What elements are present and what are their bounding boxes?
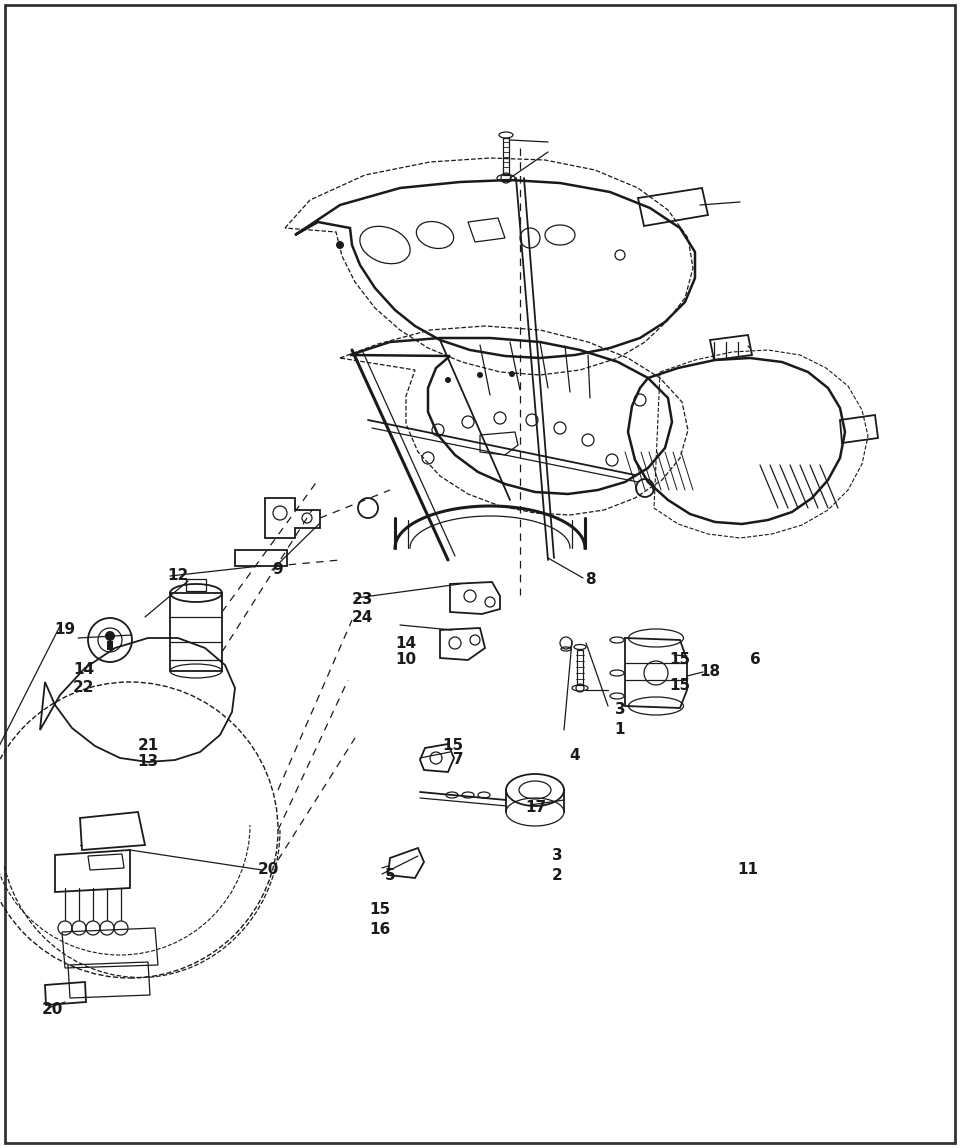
Text: 7: 7 (453, 752, 464, 768)
Text: 2: 2 (552, 868, 563, 883)
Text: 3: 3 (614, 703, 625, 718)
Text: 22: 22 (73, 680, 95, 695)
Text: 23: 23 (351, 592, 372, 607)
Text: 14: 14 (73, 662, 95, 677)
Text: 21: 21 (137, 737, 158, 752)
Text: 3: 3 (552, 847, 563, 862)
Text: 13: 13 (137, 754, 158, 769)
Text: 15: 15 (669, 677, 690, 692)
Circle shape (509, 371, 515, 377)
Text: 8: 8 (585, 573, 595, 588)
Text: 24: 24 (351, 610, 372, 625)
Text: 6: 6 (750, 652, 760, 667)
Circle shape (336, 241, 344, 249)
Text: 15: 15 (370, 902, 391, 917)
Text: 15: 15 (443, 737, 464, 752)
Text: 18: 18 (700, 665, 721, 680)
Text: 11: 11 (737, 862, 758, 877)
Text: 4: 4 (569, 747, 580, 762)
Text: 12: 12 (167, 567, 188, 582)
Text: 15: 15 (669, 652, 690, 667)
Circle shape (445, 377, 451, 383)
Text: 19: 19 (55, 622, 76, 637)
Text: 9: 9 (273, 563, 283, 577)
Text: 10: 10 (396, 652, 417, 667)
Text: 16: 16 (370, 923, 391, 938)
Text: 14: 14 (396, 636, 417, 651)
Text: 17: 17 (525, 800, 546, 815)
Text: 20: 20 (41, 1002, 62, 1017)
Circle shape (477, 372, 483, 378)
Text: 5: 5 (385, 868, 396, 883)
Circle shape (105, 631, 115, 641)
Polygon shape (107, 641, 113, 650)
Text: 20: 20 (257, 862, 278, 877)
Text: 1: 1 (614, 722, 625, 737)
